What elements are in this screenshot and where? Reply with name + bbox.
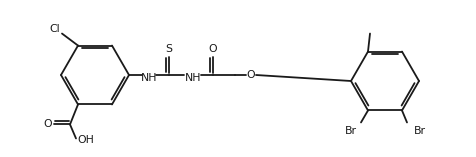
Text: O: O <box>44 119 52 129</box>
Text: NH: NH <box>140 73 157 83</box>
Text: S: S <box>165 44 172 54</box>
Text: Cl: Cl <box>50 24 60 34</box>
Text: Br: Br <box>344 126 356 136</box>
Text: NH: NH <box>184 73 201 83</box>
Text: OH: OH <box>78 135 94 145</box>
Text: O: O <box>208 44 217 54</box>
Text: O: O <box>246 70 255 80</box>
Text: Br: Br <box>413 126 425 136</box>
